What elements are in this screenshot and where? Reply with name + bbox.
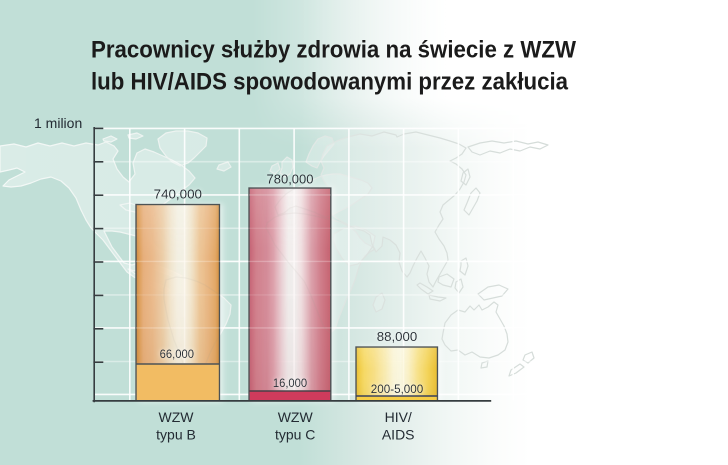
svg-text:740,000: 740,000	[154, 186, 202, 201]
svg-text:lub HIV/AIDS spowodowanymi prz: lub HIV/AIDS spowodowanymi przez zakłuci…	[91, 69, 568, 96]
svg-text:200-5,000: 200-5,000	[371, 382, 424, 396]
svg-text:typu B: typu B	[156, 427, 196, 443]
svg-text:AIDS: AIDS	[382, 427, 415, 443]
svg-text:16,000: 16,000	[273, 378, 307, 390]
svg-text:66,000: 66,000	[160, 349, 194, 361]
svg-text:typu C: typu C	[275, 427, 315, 443]
svg-text:HIV/: HIV/	[385, 409, 412, 425]
svg-text:88,000: 88,000	[377, 329, 418, 344]
svg-text:Pracownicy służby zdrowia na ś: Pracownicy służby zdrowia na świecie z W…	[91, 36, 577, 63]
svg-text:WZW: WZW	[159, 409, 195, 425]
svg-text:780,000: 780,000	[267, 172, 314, 187]
svg-text:WZW: WZW	[278, 409, 314, 425]
svg-text:1 milion: 1 milion	[34, 115, 82, 131]
